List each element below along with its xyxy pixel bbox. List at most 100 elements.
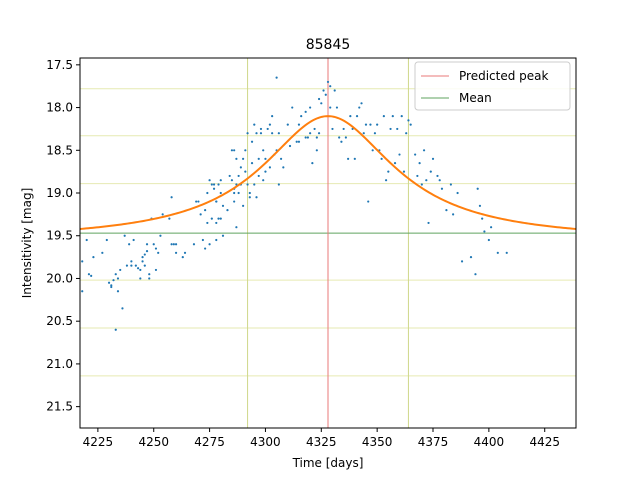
data-point: [101, 251, 104, 254]
data-point: [123, 234, 126, 237]
data-point: [422, 149, 426, 152]
data-point: [233, 149, 236, 152]
data-point: [132, 238, 135, 242]
x-tick-label: 4300: [250, 435, 281, 449]
data-point: [452, 213, 455, 216]
data-point: [311, 162, 314, 165]
data-point: [112, 279, 115, 282]
data-point: [275, 76, 278, 79]
data-point: [347, 157, 350, 160]
data-point: [456, 191, 459, 195]
data-point: [110, 285, 113, 289]
data-point: [387, 170, 390, 173]
data-point: [206, 191, 209, 195]
data-point: [116, 290, 120, 293]
data-point: [145, 243, 149, 246]
data-point: [235, 157, 238, 160]
data-point: [250, 162, 254, 165]
chart-title: 85845: [306, 37, 351, 53]
data-point: [264, 157, 267, 160]
data-point: [342, 127, 345, 131]
data-point: [393, 162, 397, 165]
data-point: [139, 277, 142, 280]
data-point: [237, 174, 240, 178]
data-point: [125, 264, 129, 267]
data-point: [445, 209, 448, 212]
y-tick-label: 18.5: [46, 143, 73, 157]
data-point: [154, 247, 158, 250]
data-point: [121, 307, 124, 310]
data-point: [304, 110, 307, 113]
data-point: [449, 183, 452, 186]
data-point: [487, 238, 490, 242]
data-point: [90, 274, 93, 277]
data-point: [380, 157, 383, 160]
y-tick-label: 17.5: [46, 58, 73, 72]
data-point: [250, 140, 254, 143]
data-point: [431, 157, 435, 160]
data-point: [391, 115, 394, 118]
data-point: [152, 243, 155, 246]
data-point: [141, 256, 144, 259]
data-point: [338, 136, 341, 139]
data-point: [221, 234, 225, 237]
data-point: [505, 251, 508, 254]
data-point: [212, 187, 216, 190]
y-tick-label: 20.5: [46, 314, 73, 328]
data-point: [420, 183, 423, 186]
data-point: [174, 251, 178, 254]
data-point: [145, 250, 149, 253]
data-point: [271, 132, 274, 135]
data-point: [335, 106, 339, 109]
data-point: [217, 183, 220, 186]
data-point: [204, 247, 207, 250]
y-tick-label: 21.0: [46, 357, 73, 371]
data-point: [324, 93, 327, 96]
data-point: [114, 328, 117, 331]
x-axis-ticks: 4225 4250 4275 4300 4325 4350 4375 4400 4425: [83, 428, 560, 449]
data-point: [304, 136, 307, 139]
data-point: [148, 277, 151, 280]
data-point: [195, 200, 198, 203]
data-point: [496, 251, 499, 254]
data-point: [242, 204, 245, 207]
data-point: [168, 217, 171, 220]
data-point: [429, 170, 432, 173]
data-point: [233, 191, 236, 195]
data-point: [490, 226, 493, 229]
data-point: [81, 290, 84, 293]
data-point: [215, 238, 218, 242]
data-point: [201, 238, 204, 242]
data-point: [253, 123, 256, 126]
data-point: [279, 157, 283, 160]
x-tick-label: 4425: [529, 435, 560, 449]
data-point: [329, 85, 332, 88]
data-point: [210, 183, 213, 186]
data-point: [300, 115, 303, 118]
data-point: [208, 243, 211, 246]
data-point: [367, 200, 370, 203]
data-point: [326, 80, 330, 84]
data-point: [306, 136, 309, 139]
legend-label-peak: Predicted peak: [459, 69, 549, 83]
data-point: [277, 183, 280, 186]
data-point: [427, 221, 430, 225]
data-point: [438, 179, 441, 182]
y-tick-label: 19.0: [46, 186, 73, 200]
data-point: [407, 119, 410, 122]
data-point: [320, 102, 323, 105]
data-point: [268, 123, 272, 126]
x-tick-label: 4350: [362, 435, 393, 449]
data-point: [333, 89, 336, 92]
data-point: [317, 132, 321, 135]
y-tick-label: 19.5: [46, 229, 73, 243]
data-point: [219, 191, 222, 195]
data-point: [277, 132, 280, 135]
data-point: [382, 115, 385, 118]
data-point: [271, 115, 274, 118]
data-point: [483, 230, 486, 233]
data-point: [244, 149, 247, 152]
data-point: [235, 226, 238, 229]
data-point: [353, 157, 356, 160]
data-point: [266, 127, 269, 131]
